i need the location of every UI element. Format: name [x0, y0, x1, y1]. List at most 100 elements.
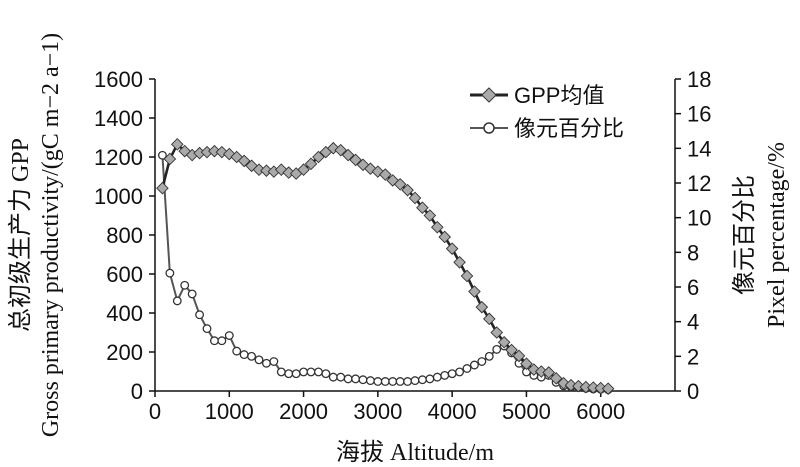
gpp-mean-point [497, 335, 511, 349]
pixel-percentage-point [373, 377, 383, 386]
y-right-axis-ticks: 0 2 4 6 8 10 12 14 16 18 [675, 67, 711, 404]
pixel-percentage-point [417, 375, 427, 385]
y-left-tick-label: 1200 [94, 145, 143, 170]
pixel-percentage-line [161, 155, 609, 391]
y-right-tick-label: 18 [687, 67, 711, 92]
series-layer [156, 138, 615, 395]
gpp-mean-point [453, 256, 466, 269]
pixel-percentage-point [180, 280, 190, 290]
y-left-tick-label: 600 [106, 262, 143, 287]
pixel-percentage-point [202, 324, 212, 334]
gpp-mean-point [549, 372, 563, 385]
pixel-percentage-point [313, 367, 323, 377]
gpp-mean-point [423, 209, 437, 222]
y-right-tick-label: 6 [687, 275, 699, 300]
gpp-mean-point [534, 365, 548, 378]
y-right-tick-label: 0 [687, 379, 699, 404]
gpp-mean-point [438, 230, 452, 244]
gpp-mean-point [156, 181, 169, 195]
pixel-percentage-point [388, 377, 398, 386]
pixel-percentage-point [195, 310, 205, 320]
series-gpp-mean [156, 138, 615, 395]
gpp-mean-point [430, 220, 444, 234]
y-right-tick-label: 10 [687, 206, 711, 231]
pixel-percentage-point [157, 150, 167, 160]
x-axis-title: 海拔 Altitude/m [336, 439, 494, 466]
y-left-tick-label: 200 [106, 340, 143, 365]
pixel-percentage-point [432, 372, 442, 382]
pixel-percentage-point [291, 369, 301, 379]
pixel-percentage-point [351, 374, 361, 384]
gpp-mean-point [520, 357, 533, 370]
gpp-mean-point [505, 343, 518, 357]
pixel-percentage-point [403, 377, 413, 386]
y-right-tick-label: 2 [687, 344, 699, 369]
gpp-mean-point [586, 381, 600, 394]
y-left-axis-title: 总初级生产力 GPP Gross primary productivity/(g… [7, 33, 64, 437]
gpp-mean-point [260, 164, 273, 177]
y-right-title-line2: Pixel percentage/% [764, 142, 790, 328]
gpp-mean-point [579, 380, 593, 394]
pixel-percentage-point [254, 355, 264, 365]
legend-pixel-label: 像元百分比 [514, 116, 624, 141]
pixel-percentage-point [462, 364, 472, 373]
series-pixel-percentage [157, 150, 613, 395]
y-right-tick-label: 14 [687, 136, 711, 161]
y-right-title-line1: 像元百分比 [731, 175, 758, 295]
gpp-mean-point [393, 178, 407, 191]
y-left-tick-label: 0 [131, 379, 143, 404]
y-left-tick-label: 400 [106, 301, 143, 326]
y-right-tick-label: 12 [687, 171, 711, 196]
gpp-mean-point [572, 379, 585, 393]
gpp-mean-line [161, 142, 609, 390]
y-left-title-line1: 总初级生产力 GPP [7, 138, 34, 332]
pixel-percentage-point [209, 336, 219, 346]
pixel-percentage-point [425, 374, 435, 384]
y-left-tick-label: 1000 [94, 184, 143, 209]
pixel-percentage-point [232, 346, 242, 356]
pixel-percentage-point [224, 331, 234, 340]
y-left-tick-label: 1600 [94, 67, 143, 92]
x-tick-label: 3000 [353, 399, 402, 424]
gpp-mean-point [208, 144, 221, 158]
gpp-mean-point [378, 168, 392, 181]
pixel-percentage-point [484, 351, 494, 361]
gpp-mean-point [200, 145, 214, 159]
gpp-mean-point [564, 378, 578, 392]
gpp-mean-point [334, 143, 348, 157]
gpp-mean-point [468, 285, 481, 298]
x-tick-label: 6000 [576, 399, 625, 424]
gpp-mean-point [282, 166, 296, 179]
pixel-percentage-point [477, 357, 487, 366]
x-tick-label: 2000 [279, 399, 328, 424]
x-axis-ticks: 0 1000 2000 3000 4000 5000 6000 [149, 391, 625, 424]
y-left-title-line2: Gross primary productivity/(gC m−2 a−1) [38, 33, 64, 437]
gpp-mean-point [416, 201, 429, 214]
gpp-mean-point [490, 326, 504, 339]
x-tick-label: 4000 [428, 399, 477, 424]
pixel-percentage-point [447, 369, 457, 379]
pixel-percentage-point [328, 372, 338, 382]
gpp-mean-point [482, 312, 496, 326]
y-right-tick-label: 4 [687, 310, 699, 335]
gpp-mean-point [252, 163, 266, 176]
gpp-mean-point [601, 382, 615, 395]
pixel-percentage-point [172, 296, 182, 306]
pixel-percentage-point [165, 268, 175, 278]
legend-pixel-marker [483, 122, 495, 134]
gpp-mean-point [445, 242, 459, 255]
pixel-percentage-point [217, 336, 227, 346]
gpp-mean-point [297, 163, 310, 176]
gpp-mean-point [341, 148, 355, 162]
gpp-mean-point [304, 157, 318, 171]
pixel-percentage-point [247, 351, 257, 361]
pixel-percentage-point [455, 367, 465, 377]
gpp-mean-point [193, 146, 206, 160]
gpp-mean-point [512, 349, 526, 363]
pixel-percentage-point [343, 374, 353, 384]
y-right-tick-label: 8 [687, 240, 699, 265]
y-right-tick-label: 16 [687, 102, 711, 127]
gpp-mean-point [237, 154, 251, 168]
pixel-percentage-point [261, 358, 271, 368]
pixel-percentage-point [321, 369, 331, 379]
